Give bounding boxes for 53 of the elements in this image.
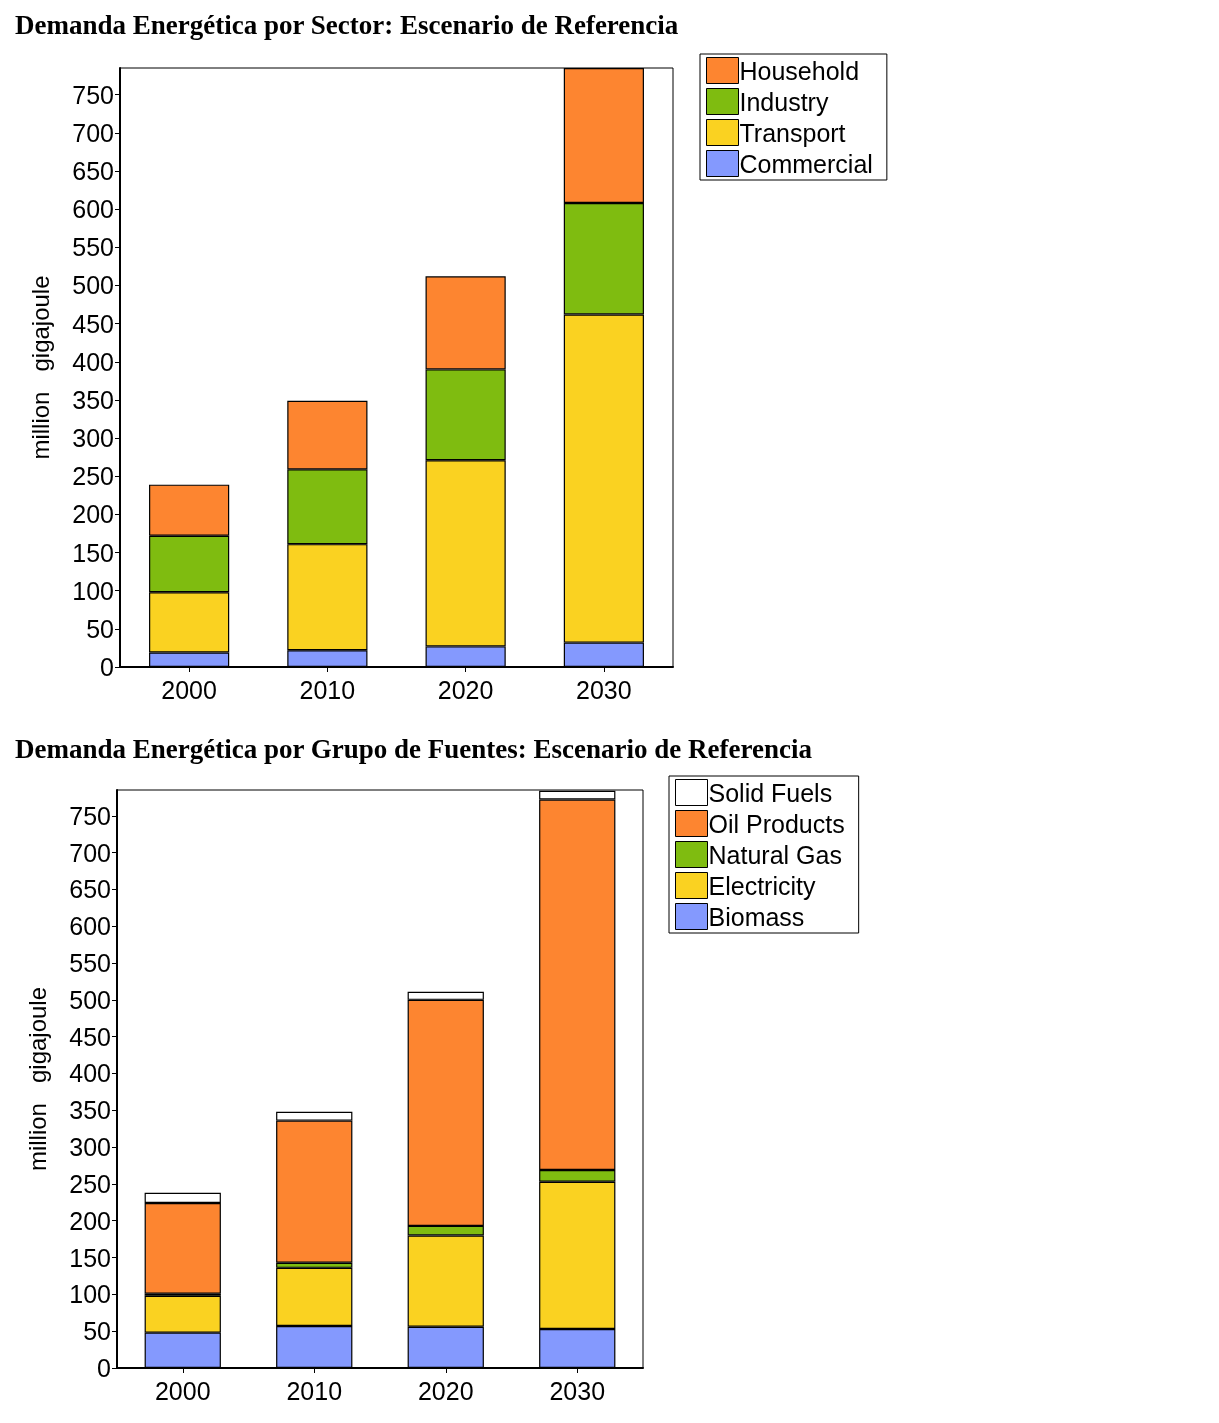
y-tick-label: 0	[100, 653, 114, 681]
y-tick-label: 600	[69, 912, 111, 941]
y-tick-label: 650	[72, 157, 114, 186]
y-tick-label: 250	[72, 462, 114, 491]
x-tick-label: 2020	[437, 675, 494, 704]
y-tick-label: 650	[69, 875, 111, 904]
x-tick-label: 2000	[154, 1376, 211, 1405]
x-tick-label: 2020	[417, 1376, 474, 1405]
y-tick-label: 350	[69, 1096, 111, 1125]
y-tick-label: 450	[72, 309, 114, 338]
y-tick-label: 400	[72, 347, 114, 376]
legend-label: Biomass	[708, 902, 805, 931]
y-tick-label: 350	[72, 385, 114, 414]
y-tick-label: 100	[72, 576, 114, 605]
legend-label: Natural Gas	[708, 840, 842, 869]
y-tick-label: 550	[69, 949, 111, 978]
y-tick-label: 500	[72, 271, 114, 300]
chart-title: Demanda Energética por Sector: Escenario de Referencia	[15, 9, 679, 40]
chart-title: Demanda Energética por Grupo de Fuentes: Escenario de Referencia	[15, 733, 813, 764]
legend-label: Electricity	[708, 871, 816, 900]
legend-label: Household	[739, 56, 860, 85]
y-axis-title: million gigajoule	[23, 986, 51, 1172]
y-tick-label: 50	[83, 1317, 111, 1346]
y-tick-label: 250	[69, 1169, 111, 1198]
y-tick-label: 600	[72, 195, 114, 224]
legend-label: Solid Fuels	[708, 778, 833, 807]
y-tick-label: 150	[72, 538, 114, 567]
legend-label: Commercial	[739, 149, 873, 178]
y-tick-label: 750	[72, 80, 114, 109]
y-tick-label: 400	[69, 1059, 111, 1088]
y-tick-label: 450	[69, 1022, 111, 1051]
y-tick-label: 200	[72, 500, 114, 529]
y-tick-label: 500	[69, 985, 111, 1014]
x-tick-label: 2010	[286, 1376, 343, 1405]
y-tick-label: 700	[69, 838, 111, 867]
y-tick-label: 300	[72, 424, 114, 453]
y-tick-label: 300	[69, 1133, 111, 1162]
x-tick-label: 2030	[576, 675, 632, 704]
y-tick-label: 100	[69, 1280, 111, 1309]
y-tick-label: 0	[97, 1354, 111, 1382]
y-axis-title: million gigajoule	[26, 275, 54, 460]
x-tick-label: 2010	[299, 675, 356, 704]
y-tick-label: 150	[69, 1243, 111, 1272]
y-tick-label: 200	[69, 1206, 111, 1235]
legend-label: Oil Products	[708, 809, 845, 838]
y-tick-label: 700	[72, 118, 114, 147]
legend-label: Industry	[739, 87, 829, 116]
y-tick-label: 550	[72, 233, 114, 262]
y-tick-label: 50	[86, 614, 114, 643]
y-tick-label: 750	[69, 801, 111, 830]
x-tick-label: 2030	[549, 1376, 606, 1405]
legend-label: Transport	[739, 118, 846, 147]
x-tick-label: 2000	[161, 675, 217, 704]
